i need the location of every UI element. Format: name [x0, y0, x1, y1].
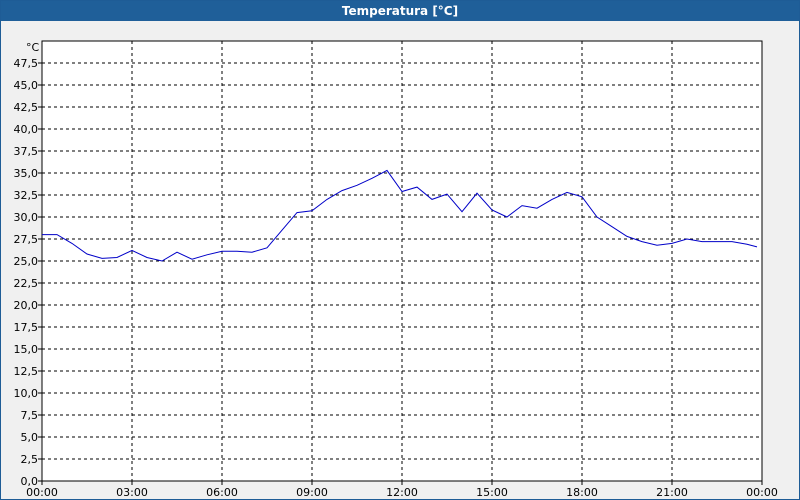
x-axis-ticks: 00:0018/09/2503:0018/09/2506:0018/09/250… — [26, 481, 778, 499]
y-tick-label: 45,0 — [14, 79, 39, 92]
y-tick-label: 5,0 — [21, 431, 39, 444]
y-tick-label: 12,5 — [14, 365, 39, 378]
y-tick-label: 40,0 — [14, 123, 39, 136]
x-tick-time-label: 09:00 — [296, 486, 328, 499]
y-tick-label: 35,0 — [14, 167, 39, 180]
x-tick-time-label: 06:00 — [206, 486, 238, 499]
x-tick-time-label: 18:00 — [566, 486, 598, 499]
x-tick-time-label: 21:00 — [656, 486, 688, 499]
y-axis-unit-label: °C — [26, 41, 40, 54]
y-tick-label: 30,0 — [14, 211, 39, 224]
y-tick-label: 22,5 — [14, 277, 39, 290]
y-tick-label: 0,0 — [21, 475, 39, 488]
window-title: Temperatura [°C] — [1, 1, 799, 21]
y-tick-label: 10,0 — [14, 387, 39, 400]
y-tick-label: 20,0 — [14, 299, 39, 312]
y-tick-label: 47,5 — [14, 57, 39, 70]
x-tick-time-label: 15:00 — [476, 486, 508, 499]
y-tick-label: 17,5 — [14, 321, 39, 334]
temperature-chart: 0,0 2,5 5,0 7,5 10,0 12,5 15,0 17,5 20,0 22,5 25,0… — [14, 40, 778, 499]
x-tick-time-label: 12:00 — [386, 486, 418, 499]
y-tick-label: 7,5 — [21, 409, 39, 422]
y-tick-label: 15,0 — [14, 343, 39, 356]
y-tick-label: 27,5 — [14, 233, 39, 246]
y-axis-ticks: 0,0 2,5 5,0 7,5 10,0 12,5 15,0 17,5 20,0 22,5 25,0… — [14, 57, 42, 488]
y-tick-label: 2,5 — [21, 453, 39, 466]
x-tick-time-label: 03:00 — [116, 486, 148, 499]
y-tick-label: 37,5 — [14, 145, 39, 158]
y-tick-label: 32,5 — [14, 189, 39, 202]
y-tick-label: 25,0 — [14, 255, 39, 268]
y-tick-label: 42,5 — [14, 101, 39, 114]
temperature-series-line — [42, 169, 758, 262]
x-tick-time-label: 00:00 — [26, 486, 58, 499]
grid — [42, 41, 762, 481]
x-tick-time-label: 00:00 — [746, 486, 778, 499]
